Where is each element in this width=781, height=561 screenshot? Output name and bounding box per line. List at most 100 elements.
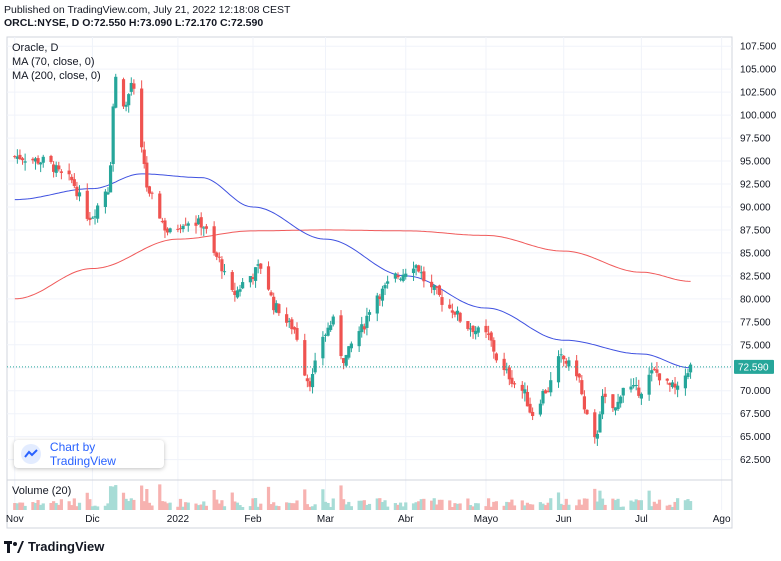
candle <box>160 217 164 224</box>
volume-bar <box>20 502 25 510</box>
candle <box>23 153 27 171</box>
volume-bar <box>266 486 271 510</box>
volume-bar <box>396 504 400 510</box>
candle <box>310 368 315 394</box>
candle <box>396 272 400 280</box>
candle <box>383 282 387 296</box>
volume-bar <box>57 504 61 510</box>
candle <box>455 306 460 321</box>
candle <box>272 292 276 315</box>
candle-body <box>145 162 149 188</box>
candle-body <box>321 336 325 359</box>
candle-body <box>339 315 343 357</box>
candle <box>57 161 61 172</box>
candle-body <box>525 391 530 407</box>
y-tick-label: 87.500 <box>740 225 771 236</box>
candle <box>70 174 74 184</box>
candle-body <box>215 252 219 257</box>
candle <box>543 389 548 394</box>
legend-title: Oracle, D <box>12 42 59 54</box>
candle <box>124 101 128 112</box>
volume-bar <box>251 498 255 510</box>
volume-bar <box>652 501 656 510</box>
candle-body <box>562 355 566 360</box>
volume-bar <box>556 492 561 510</box>
last-price-box <box>734 359 774 374</box>
candle <box>510 370 514 388</box>
candle-body <box>505 369 509 371</box>
candle <box>54 161 58 177</box>
candle-body <box>259 263 263 269</box>
candle-body <box>344 355 348 366</box>
candle <box>90 216 95 219</box>
candle-body <box>212 226 216 253</box>
candle-body <box>632 385 636 387</box>
candle <box>52 161 56 178</box>
chart-by-tradingview-badge[interactable]: Chart by TradingView <box>14 440 164 468</box>
candle <box>593 409 597 444</box>
candle <box>471 325 475 339</box>
low-value: L:72.170 <box>175 17 218 29</box>
candle-body <box>556 356 561 383</box>
candle-body <box>23 161 27 163</box>
candle-body <box>181 225 185 230</box>
candle <box>204 223 208 234</box>
candle-body <box>611 394 615 409</box>
volume-bar <box>59 499 63 510</box>
volume-bar <box>140 485 144 510</box>
candle <box>652 367 656 371</box>
candle <box>437 284 442 297</box>
candle-body <box>559 354 563 356</box>
candle <box>259 263 263 274</box>
volume-bar <box>655 503 659 510</box>
candle <box>313 352 317 375</box>
candle-body <box>235 290 240 298</box>
candle-body <box>233 290 237 295</box>
candle-body <box>510 377 514 384</box>
candle <box>419 265 423 280</box>
volume-bar <box>450 506 454 510</box>
candle-body <box>598 414 602 433</box>
volume-bar <box>512 505 517 510</box>
candle <box>367 309 372 322</box>
volume-bar <box>33 502 38 510</box>
volume-bar <box>525 502 530 510</box>
candle <box>321 331 325 366</box>
candle-body <box>650 370 654 374</box>
candle <box>450 303 454 319</box>
volume-bar <box>132 499 136 510</box>
y-axis: 62.50065.00067.50070.00072.50075.00077.5… <box>740 42 777 466</box>
legend-volume: Volume (20) <box>12 485 72 497</box>
candle <box>36 155 40 165</box>
volume-bar <box>422 498 426 510</box>
candle <box>127 93 131 113</box>
volume-bar <box>510 499 514 510</box>
candle-body <box>96 205 100 219</box>
volume-bar <box>114 485 118 510</box>
candle-body <box>647 374 651 395</box>
volume-bar <box>215 499 219 510</box>
volume-bar <box>347 501 351 510</box>
candle <box>88 211 92 226</box>
volume-bar <box>72 498 76 510</box>
x-tick-label: Nov <box>6 514 24 525</box>
volume-bar <box>184 502 188 510</box>
candle-body <box>57 165 61 170</box>
candle <box>217 252 221 263</box>
legend-ma70: MA (70, close, 0) <box>12 56 95 68</box>
volume-bar <box>202 501 206 510</box>
candle-body <box>414 265 418 268</box>
volume-bars <box>13 484 693 510</box>
volume-bar <box>121 492 126 510</box>
candle <box>308 377 312 392</box>
candle-body <box>528 403 532 413</box>
tradingview-brand[interactable]: TradingView <box>4 539 104 554</box>
volume-bar <box>567 504 571 510</box>
candle <box>150 191 154 200</box>
volume-bar <box>96 506 100 510</box>
candle-body <box>194 222 198 226</box>
last-price-marker: 72.590 <box>7 359 774 374</box>
volume-bar <box>274 505 278 510</box>
volume-bar <box>18 502 22 510</box>
